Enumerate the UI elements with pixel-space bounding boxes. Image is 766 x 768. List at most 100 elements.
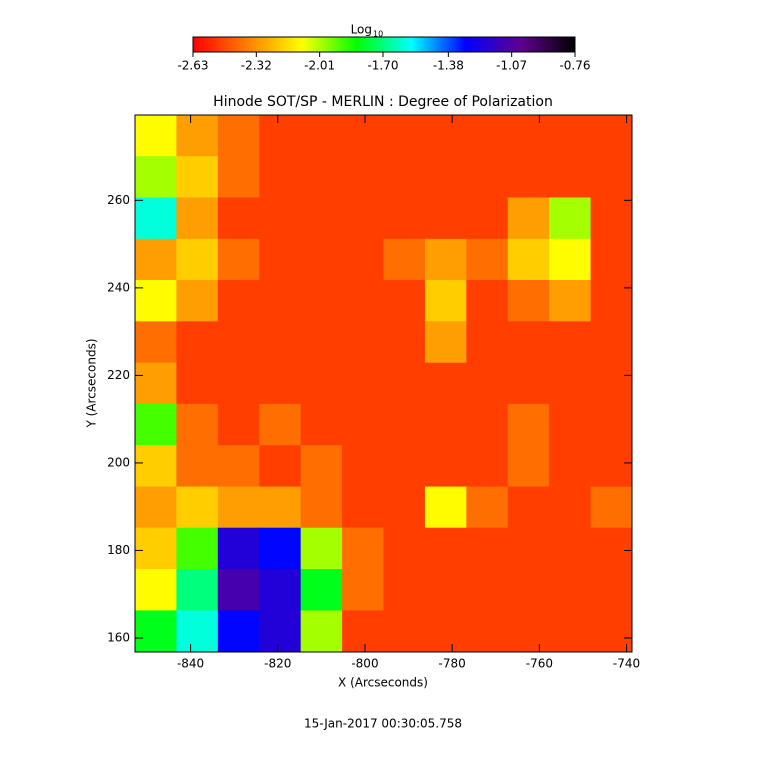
- heatmap-cell: [135, 403, 177, 446]
- heatmap-cell: [383, 279, 426, 322]
- heatmap-cell: [383, 610, 426, 653]
- heatmap-cell: [342, 156, 384, 198]
- heatmap-cell: [424, 486, 467, 529]
- heatmap-cell: [217, 610, 260, 653]
- heatmap-cell: [259, 610, 302, 653]
- heatmap-cell: [466, 279, 509, 322]
- heatmap-cell: [259, 486, 302, 529]
- y-axis-label: Y (Arcseconds): [85, 338, 99, 428]
- heatmap-cell: [217, 115, 260, 157]
- heatmap-cell: [217, 569, 260, 611]
- heatmap-cell: [259, 238, 302, 281]
- heatmap-cell: [424, 115, 467, 157]
- heatmap-cell: [507, 403, 550, 446]
- heatmap-cell: [300, 569, 343, 611]
- heatmap-cell: [383, 197, 426, 240]
- heatmap-cell: [549, 403, 592, 446]
- x-tick-label: -840: [177, 657, 204, 671]
- x-tick-label: -740: [613, 657, 640, 671]
- heatmap-cell: [424, 569, 467, 611]
- heatmap-cell: [176, 115, 219, 157]
- y-tick-label: 240: [107, 280, 130, 294]
- heatmap-cell: [466, 156, 509, 198]
- heatmap-cell: [383, 238, 426, 281]
- colorbar-label-subscript: 10: [373, 30, 383, 39]
- heatmap-cell: [342, 527, 384, 570]
- heatmap-cell: [466, 238, 509, 281]
- heatmap-cells: [135, 115, 633, 653]
- heatmap-cell: [466, 486, 509, 529]
- heatmap-cell: [342, 279, 384, 322]
- heatmap-cell: [507, 279, 550, 322]
- heatmap-cell: [507, 610, 550, 653]
- heatmap-cell: [466, 362, 509, 405]
- heatmap-cell: [590, 321, 633, 364]
- heatmap-cell: [507, 362, 550, 405]
- heatmap-cell: [424, 362, 467, 405]
- x-tick-label: -760: [526, 657, 553, 671]
- heatmap-cell: [135, 115, 177, 157]
- heatmap-cell: [466, 569, 509, 611]
- heatmap-cell: [300, 445, 343, 488]
- x-tick-label: -820: [264, 657, 291, 671]
- heatmap-cell: [424, 321, 467, 364]
- heatmap-cell: [259, 362, 302, 405]
- heatmap-cell: [135, 445, 177, 488]
- heatmap-cell: [590, 362, 633, 405]
- heatmap-cell: [590, 156, 633, 198]
- heatmap-cell: [135, 362, 177, 405]
- heatmap-cell: [507, 156, 550, 198]
- heatmap-cell: [300, 403, 343, 446]
- heatmap-cell: [549, 197, 592, 240]
- heatmap-cell: [217, 321, 260, 364]
- chart-title: Hinode SOT/SP - MERLIN : Degree of Polar…: [213, 94, 553, 110]
- heatmap-cell: [590, 403, 633, 446]
- heatmap-cell: [342, 445, 384, 488]
- heatmap-cell: [342, 238, 384, 281]
- heatmap-cell: [507, 527, 550, 570]
- heatmap-cell: [590, 486, 633, 529]
- heatmap-cell: [135, 569, 177, 611]
- heatmap-cell: [507, 197, 550, 240]
- heatmap-cell: [424, 610, 467, 653]
- heatmap-cell: [549, 156, 592, 198]
- heatmap-cell: [259, 197, 302, 240]
- heatmap-cell: [259, 527, 302, 570]
- heatmap-cell: [507, 486, 550, 529]
- heatmap-cell: [383, 486, 426, 529]
- heatmap-cell: [590, 279, 633, 322]
- heatmap-cell: [342, 115, 384, 157]
- colorbar-tick-label: -0.76: [559, 59, 590, 73]
- heatmap-cell: [217, 197, 260, 240]
- heatmap-cell: [507, 569, 550, 611]
- heatmap-cell: [176, 279, 219, 322]
- heatmap-cell: [383, 445, 426, 488]
- heatmap-cell: [217, 238, 260, 281]
- heatmap-cell: [176, 156, 219, 198]
- heatmap-cell: [466, 527, 509, 570]
- heatmap-cell: [424, 197, 467, 240]
- colorbar-tick-label: -1.38: [433, 59, 464, 73]
- heatmap-cell: [300, 321, 343, 364]
- colorbar-tick-label: -2.63: [177, 59, 208, 73]
- heatmap-cell: [176, 486, 219, 529]
- heatmap-cell: [135, 279, 177, 322]
- heatmap-cell: [217, 156, 260, 198]
- heatmap-cell: [300, 527, 343, 570]
- heatmap-cell: [590, 197, 633, 240]
- heatmap-cell: [383, 115, 426, 157]
- heatmap-cell: [259, 403, 302, 446]
- heatmap-cell: [507, 445, 550, 488]
- y-tick-label: 160: [107, 630, 130, 644]
- heatmap-cell: [135, 321, 177, 364]
- y-tick-label: 200: [107, 455, 130, 469]
- x-axis-label: X (Arcseconds): [338, 676, 428, 690]
- heatmap-cell: [342, 486, 384, 529]
- heatmap-cell: [549, 445, 592, 488]
- heatmap-cell: [217, 527, 260, 570]
- heatmap-cell: [342, 197, 384, 240]
- heatmap-cell: [549, 569, 592, 611]
- heatmap-cell: [549, 238, 592, 281]
- heatmap-cell: [300, 362, 343, 405]
